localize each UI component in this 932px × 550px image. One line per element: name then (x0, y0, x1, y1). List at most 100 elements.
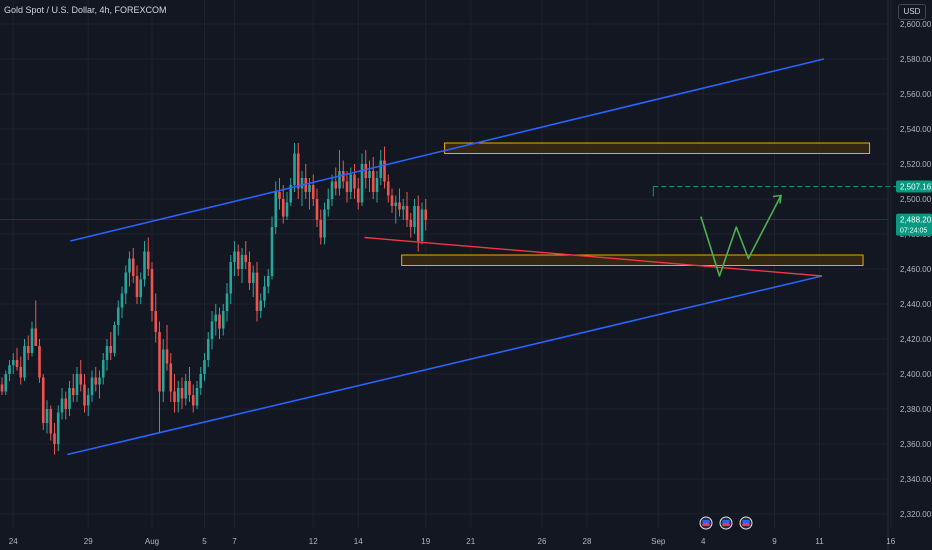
candle-down (386, 181, 390, 196)
candle-down (131, 258, 135, 276)
time-tick-label: 14 (354, 537, 363, 546)
candle-down (41, 377, 45, 423)
candle-down (304, 178, 308, 192)
candle-up (105, 346, 109, 360)
candle-up (266, 276, 270, 287)
candle-up (206, 339, 210, 360)
candle-up (338, 171, 341, 189)
channel-lower-line (67, 275, 823, 456)
candle-up (323, 209, 326, 238)
currency-button[interactable]: USD (898, 4, 926, 20)
time-tick-label: 9 (772, 537, 777, 546)
candle-up (60, 398, 64, 413)
candle-up (214, 314, 218, 322)
price-labels: 2,507.16 2,488.20 07:24:05 (896, 180, 932, 236)
candle-up (86, 395, 90, 406)
candle-down (345, 181, 349, 192)
resistance-zone (444, 142, 871, 154)
candle-down (158, 332, 161, 392)
candle-up (308, 185, 311, 192)
candle-up (225, 293, 229, 311)
symbol-title: Gold Spot / U.S. Dollar, 4h, FOREXCOM (4, 5, 167, 15)
candle-up (203, 360, 206, 374)
candle-down (424, 209, 428, 220)
time-tick-label: 12 (309, 537, 318, 546)
candle-up (128, 258, 131, 273)
price-axis[interactable]: 2,320.00 2,340.00 2,360.00 2,380.00 2,400.00… (900, 20, 932, 519)
event-markers[interactable] (699, 516, 753, 530)
candle-down (364, 164, 368, 178)
projection-arrowhead (772, 194, 782, 204)
candle-up (4, 374, 8, 392)
candle-up (293, 153, 296, 185)
candle-down (218, 314, 221, 329)
time-tick-label: 7 (232, 537, 237, 546)
candle-up (375, 178, 379, 192)
candle-up (23, 346, 26, 378)
candle-up (176, 388, 180, 402)
price-tick-label: 2,580.00 (900, 55, 932, 64)
price-tick-label: 2,380.00 (900, 405, 932, 414)
candle-up (45, 409, 49, 423)
time-tick-label: 5 (202, 537, 207, 546)
candle-up (233, 251, 236, 262)
candle-down (109, 346, 113, 353)
time-tick-label: Sep (651, 537, 666, 546)
price-tick-label: 2,420.00 (900, 335, 932, 344)
candle-up (56, 412, 60, 444)
time-tick-label: 19 (421, 537, 430, 546)
candle-up (221, 311, 225, 329)
price-tick-label: 2,320.00 (900, 510, 932, 519)
candle-up (289, 185, 293, 203)
candle-up (420, 209, 424, 241)
price-tick-label: 2,540.00 (900, 125, 932, 134)
candle-down (191, 395, 195, 406)
candle-down (71, 388, 75, 395)
candle-up (394, 202, 398, 206)
candle-up (8, 365, 11, 374)
candle-up (120, 293, 124, 308)
candle-down (94, 377, 98, 385)
candle-down (150, 269, 154, 311)
descending-trendline (364, 236, 823, 277)
candle-up (300, 178, 304, 189)
candle-down (49, 409, 53, 434)
candle-down (281, 199, 285, 217)
candle-down (26, 346, 30, 353)
candle-up (199, 374, 203, 388)
candle-down (353, 174, 356, 189)
candle-down (0, 384, 4, 392)
candle-down (83, 384, 86, 406)
candle-up (326, 199, 330, 210)
price-tick-label: 2,500.00 (900, 195, 932, 204)
candle-up (90, 377, 94, 395)
candle-down (390, 195, 394, 206)
price-tick-label: 2,400.00 (900, 370, 932, 379)
time-tick-label: 29 (84, 537, 93, 546)
candle-down (165, 349, 169, 364)
candle-up (360, 164, 364, 203)
price-label-box (896, 180, 932, 193)
candle-down (371, 171, 375, 192)
candle-up (124, 272, 128, 294)
candle-down (409, 220, 413, 227)
candle-down (135, 276, 139, 297)
flag-stripe-red (722, 523, 730, 526)
time-axis[interactable]: 24 29 Aug 5 7 12 14 19 21 26 28 Sep 4 9 11 16 (9, 537, 896, 546)
price-tick-label: 2,560.00 (900, 90, 932, 99)
candle-up (101, 360, 105, 378)
price-tick-label: 2,460.00 (900, 265, 932, 274)
candle-up (75, 374, 79, 395)
candle-down (255, 272, 259, 311)
candle-down (146, 251, 150, 269)
price-tick-label: 2,340.00 (900, 475, 932, 484)
time-tick-label: Aug (145, 537, 159, 546)
candle-up (274, 192, 278, 227)
price-label-text: 2,488.20 (900, 216, 932, 225)
candle-down (173, 391, 176, 402)
channel-upper-line (70, 58, 825, 242)
candle-up (210, 321, 214, 339)
time-tick-label: 11 (815, 537, 824, 546)
